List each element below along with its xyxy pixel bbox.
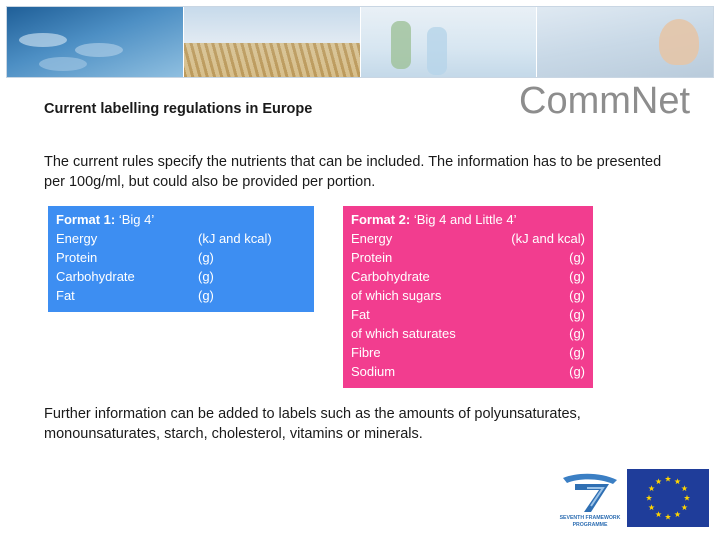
logo-text-net: Net: [630, 79, 691, 122]
format2-row-unit: (g): [569, 250, 585, 265]
format2-row-unit: (g): [569, 288, 585, 303]
format2-row-label: Carbohydrate: [351, 269, 430, 284]
format2-row: of which saturates (g): [351, 324, 585, 343]
eu-star-icon: [681, 485, 688, 492]
format1-row-label: Fat: [56, 288, 75, 303]
format2-row: Sodium (g): [351, 362, 585, 381]
slide-title: Current labelling regulations in Europe: [44, 101, 313, 117]
further-info-paragraph: Further information can be added to labe…: [44, 406, 581, 442]
format2-heading: Format 2: ‘Big 4 and Little 4’: [351, 210, 585, 229]
fp7-logo-line2: PROGRAMME: [573, 522, 608, 528]
format1-row-label: Protein: [56, 250, 98, 265]
format2-row-unit: (g): [569, 307, 585, 322]
eu-star-icon: [648, 504, 655, 511]
format2-row-label: Sodium: [351, 364, 396, 379]
logo-text-comm: Comm: [519, 79, 631, 122]
banner-photo-scientists: [537, 7, 713, 77]
format2-row: Fat (g): [351, 305, 585, 324]
format1-heading-bold: Format 1:: [56, 212, 116, 227]
eu-star-icon: [655, 478, 662, 485]
eu-flag: [627, 469, 709, 527]
format1-row: Energy (kJ and kcal): [56, 229, 306, 248]
format2-row: of which sugars (g): [351, 286, 585, 305]
format1-row: Protein (g): [56, 248, 306, 267]
format1-row: Carbohydrate (g): [56, 267, 306, 286]
format2-row: Fibre (g): [351, 343, 585, 362]
eu-star-icon: [645, 494, 653, 501]
format1-row-label: Energy: [56, 231, 98, 246]
banner-photo-fish: [7, 7, 184, 77]
eu-star-icon: [674, 511, 681, 518]
format2-heading-bold: Format 2:: [351, 212, 411, 227]
format1-heading-rest: ‘Big 4’: [115, 212, 155, 227]
format1-row-unit: (g): [198, 288, 214, 303]
format1-row: Fat (g): [56, 286, 306, 305]
eu-star-icon: [664, 513, 672, 520]
format2-row-unit: (g): [569, 364, 585, 379]
format2-row-label: Energy: [351, 231, 393, 246]
format1-row-unit: (g): [198, 269, 214, 284]
format2-row-label: Fibre: [351, 345, 381, 360]
format1-box: Format 1: ‘Big 4’ Energy (kJ and kcal) Pro…: [48, 206, 314, 312]
format2-row-label: of which sugars: [351, 288, 442, 303]
format2-row-unit: (kJ and kcal): [511, 231, 585, 246]
format2-row: Carbohydrate (g): [351, 267, 585, 286]
format2-heading-rest: ‘Big 4 and Little 4’: [410, 212, 517, 227]
header-photo-banner: [6, 6, 714, 78]
format1-heading: Format 1: ‘Big 4’: [56, 210, 306, 229]
eu-star-icon: [683, 494, 691, 501]
eu-star-icon: [648, 485, 655, 492]
format2-row-unit: (g): [569, 326, 585, 341]
format1-row-unit: (g): [198, 250, 214, 265]
fp7-logo-line1: SEVENTH FRAMEWORK: [560, 515, 621, 521]
format2-row-label: Fat: [351, 307, 370, 322]
fp7-logo: SEVENTH FRAMEWORK PROGRAMME: [560, 473, 621, 528]
format2-row-unit: (g): [569, 269, 585, 284]
fp7-logo-swoosh: [563, 473, 617, 484]
format2-row: Energy (kJ and kcal): [351, 229, 585, 248]
format2-row-unit: (g): [569, 345, 585, 360]
commnet-logo: Comm Net: [519, 80, 711, 122]
eu-star-icon: [674, 478, 681, 485]
banner-photo-lab-plant: [360, 7, 538, 77]
format2-row-label: of which saturates: [351, 326, 456, 341]
format2-row: Protein (g): [351, 248, 585, 267]
intro-paragraph: The current rules specify the nutrients …: [44, 154, 662, 190]
eu-star-icon: [681, 504, 688, 511]
banner-photo-wheat: [183, 7, 361, 77]
eu-star-icon: [655, 511, 662, 518]
format2-box: Format 2: ‘Big 4 and Little 4’ Energy (kJ…: [343, 206, 593, 388]
format2-row-label: Protein: [351, 250, 393, 265]
format1-row-label: Carbohydrate: [56, 269, 135, 284]
eu-star-icon: [664, 475, 672, 482]
format1-row-unit: (kJ and kcal): [198, 231, 272, 246]
